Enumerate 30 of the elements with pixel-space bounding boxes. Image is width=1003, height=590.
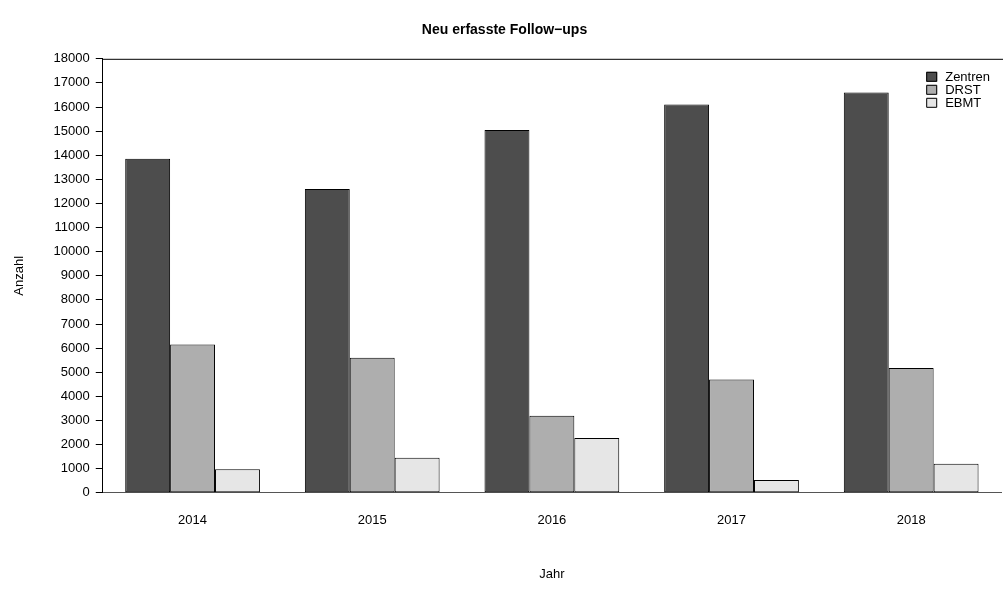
y-tick-label: 3000 — [60, 412, 90, 428]
y-tick-label: 9000 — [60, 267, 90, 283]
y-tick-label: 1000 — [60, 460, 90, 476]
y-tick-label: 15000 — [53, 122, 90, 138]
x-tick-label: 2014 — [178, 512, 208, 528]
y-tick-label: 5000 — [60, 363, 90, 379]
y-tick-label: 16000 — [53, 98, 90, 114]
y-axis-title: Anzahl — [11, 255, 27, 296]
y-tick-label: 10000 — [53, 243, 90, 259]
y-tick-label: 2000 — [60, 436, 90, 452]
y-tick-label: 0 — [82, 484, 90, 500]
y-tick-label: 14000 — [53, 146, 90, 162]
y-tick-label: 8000 — [60, 291, 90, 307]
y-tick-label: 12000 — [53, 195, 90, 211]
y-tick-label: 4000 — [60, 387, 90, 403]
legend-label: EBMT — [945, 95, 982, 111]
x-tick-label: 2017 — [717, 512, 746, 528]
x-tick-label: 2016 — [537, 512, 567, 528]
x-axis-title: Jahr — [539, 565, 566, 581]
legend-label: DRST — [945, 82, 981, 98]
y-tick-label: 7000 — [60, 315, 90, 331]
y-tick-label: 17000 — [53, 74, 90, 90]
chart-title: Neu erfasste Follow−ups — [421, 21, 588, 38]
x-tick-label: 2015 — [357, 512, 387, 528]
y-tick-label: 13000 — [53, 170, 90, 186]
y-tick-label: 18000 — [53, 50, 90, 66]
y-tick-label: 11000 — [54, 219, 90, 235]
x-tick-label: 2018 — [896, 512, 926, 528]
legend-label: Zentren — [945, 69, 991, 85]
y-tick-label: 6000 — [60, 339, 90, 355]
